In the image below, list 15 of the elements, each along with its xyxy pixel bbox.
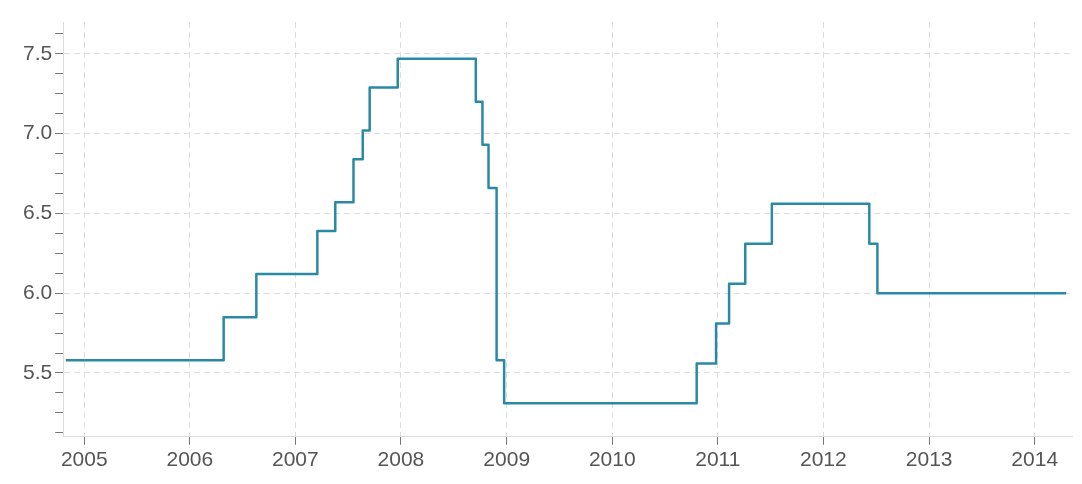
x-tick-label: 2012 bbox=[799, 447, 847, 471]
text: 7.0 bbox=[22, 120, 53, 144]
x-tick-label: 2013 bbox=[905, 447, 953, 471]
x-tick-label: 2014 bbox=[1011, 447, 1059, 471]
y-tick-label: 7.5 bbox=[22, 40, 53, 64]
x-tick-label: 2005 bbox=[60, 447, 108, 471]
x-tick-label: 2008 bbox=[377, 447, 425, 471]
y-tick-label: 6.5 bbox=[22, 200, 53, 224]
x-tick-label: 2009 bbox=[483, 447, 531, 471]
x-tick-label: 2010 bbox=[588, 447, 636, 471]
x-tick-label: 2011 bbox=[695, 447, 741, 471]
x-tick-label: 2007 bbox=[272, 447, 319, 471]
x-tick-label: 2006 bbox=[166, 447, 214, 471]
y-tick-label: 5.5 bbox=[22, 359, 53, 383]
text: 6.0 bbox=[22, 280, 53, 304]
